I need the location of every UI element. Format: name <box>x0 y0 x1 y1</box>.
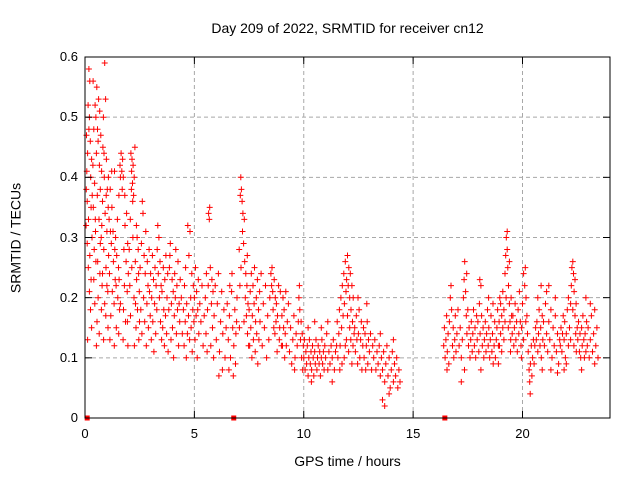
chart-title: Day 209 of 2022, SRMTID for receiver cn1… <box>211 20 484 36</box>
y-tick-label: 0.2 <box>59 289 78 305</box>
x-tick-label: 0 <box>81 426 89 441</box>
x-tick-label: 15 <box>405 426 421 441</box>
y-axis-label: SRMTID / TECUs <box>7 182 24 294</box>
y-tick-label: 0.4 <box>59 169 78 185</box>
x-tick-label: 5 <box>190 426 198 441</box>
y-tick-label: 0.1 <box>59 349 78 365</box>
y-tick-label: 0.6 <box>59 49 78 64</box>
y-tick-label: 0.3 <box>59 229 78 245</box>
y-tick-label: 0.5 <box>59 109 78 125</box>
scatter-points-srmtid <box>83 60 601 409</box>
y-tick-label: 0 <box>70 410 78 425</box>
x-tick-label: 10 <box>296 426 311 441</box>
x-axis-label: GPS time / hours <box>294 453 401 469</box>
x-tick-label: 20 <box>515 426 530 441</box>
